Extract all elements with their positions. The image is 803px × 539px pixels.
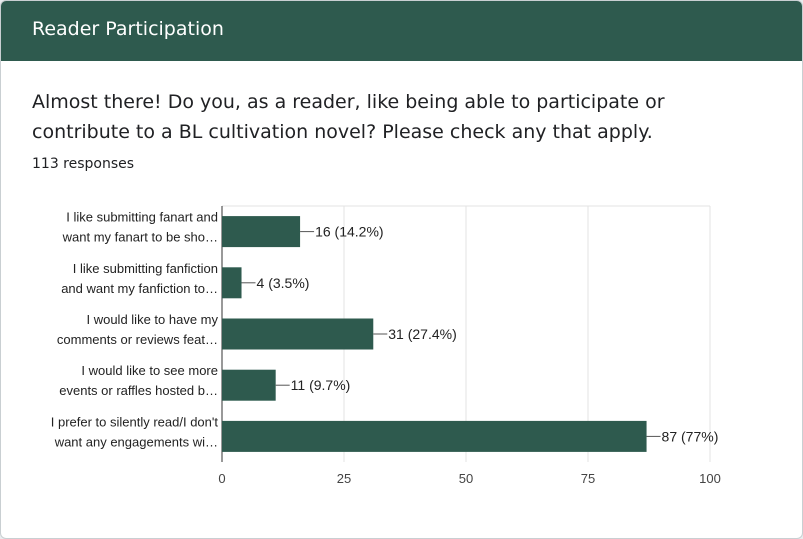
data-label: 87 (77%) xyxy=(662,428,719,444)
bar xyxy=(222,267,242,299)
question-text: Almost there! Do you, as a reader, like … xyxy=(32,91,665,143)
x-tick-label: 25 xyxy=(337,471,351,486)
category-label: I would like to see more xyxy=(81,363,218,378)
bar xyxy=(222,420,647,452)
response-count: 113 responses xyxy=(32,156,135,172)
category-label: I like submitting fanfiction xyxy=(73,261,218,276)
x-tick-label: 75 xyxy=(581,471,595,486)
x-tick-label: 50 xyxy=(459,471,473,486)
bar xyxy=(222,369,276,401)
category-label: want any engagements wi… xyxy=(54,434,218,449)
bar xyxy=(222,318,374,350)
data-label: 4 (3.5%) xyxy=(257,275,310,291)
category-label: and want my fanfiction to… xyxy=(61,281,218,296)
category-label: comments or reviews feat… xyxy=(57,332,218,347)
category-label: I like submitting fanart and xyxy=(66,210,218,225)
bar xyxy=(222,216,301,248)
category-label: I prefer to silently read/I don't xyxy=(51,414,219,429)
section-title: Reader Participation xyxy=(32,18,224,40)
category-label: I would like to have my xyxy=(86,312,218,327)
data-label: 31 (27.4%) xyxy=(388,326,456,342)
x-tick-label: 100 xyxy=(699,471,721,486)
data-label: 11 (9.7%) xyxy=(291,377,351,393)
x-tick-label: 0 xyxy=(218,471,225,486)
category-label: want my fanart to be sho… xyxy=(62,230,218,245)
section-header: Reader Participation xyxy=(1,1,802,61)
data-label: 16 (14.2%) xyxy=(315,224,383,240)
category-label: events or raffles hosted b… xyxy=(59,383,218,398)
